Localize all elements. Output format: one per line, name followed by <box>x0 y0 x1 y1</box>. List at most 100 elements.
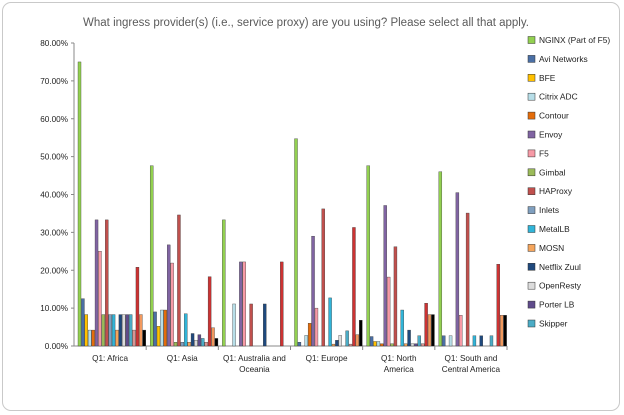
x-tick-label: Q1: North <box>381 354 417 363</box>
bar <box>424 303 428 347</box>
bar <box>352 227 356 347</box>
legend-label: Avi Networks <box>539 54 588 64</box>
bar <box>108 314 112 347</box>
y-tick-label: 10.00% <box>40 304 68 313</box>
legend-swatch <box>527 244 536 252</box>
legend-swatch <box>527 149 536 158</box>
y-tick-label: 70.00% <box>40 77 68 86</box>
bar <box>390 343 394 347</box>
legend-swatch <box>527 130 536 139</box>
bar <box>167 244 171 347</box>
y-tick-label: 30.00% <box>40 228 68 237</box>
bar <box>84 314 88 347</box>
bar <box>472 335 477 347</box>
bar <box>118 314 123 347</box>
bar <box>359 320 363 347</box>
bar <box>407 329 411 347</box>
bar <box>442 335 446 347</box>
y-tick-label: 50.00% <box>40 153 68 162</box>
bar <box>393 246 398 347</box>
bar <box>431 314 435 347</box>
bar <box>311 235 315 347</box>
bar <box>160 309 164 347</box>
bar <box>280 261 284 347</box>
bar <box>125 314 129 347</box>
bar <box>263 303 267 347</box>
bar <box>400 309 404 347</box>
legend-swatch <box>527 168 536 177</box>
bar <box>383 205 387 347</box>
bar <box>163 309 167 347</box>
legend-swatch <box>527 206 536 214</box>
bar <box>232 303 236 347</box>
bar <box>142 329 146 347</box>
y-tick-label: 0.00% <box>45 342 68 351</box>
x-tick-label: America <box>384 365 414 374</box>
bar <box>101 314 106 347</box>
legend-swatch <box>527 74 536 82</box>
legend-label: F5 <box>539 148 549 158</box>
y-tick-label: 60.00% <box>40 115 68 124</box>
x-tick-label: Q1: Australia and <box>223 354 286 363</box>
bar <box>500 315 504 347</box>
bar <box>111 314 116 347</box>
bar <box>170 262 174 347</box>
legend-label: MOSN <box>539 243 564 253</box>
bar <box>214 338 219 347</box>
bar <box>345 330 349 347</box>
chart-title: What ingress provider(s) (i.e., service … <box>83 17 529 29</box>
bar <box>328 297 332 347</box>
bar <box>153 311 157 347</box>
bar <box>184 313 188 347</box>
bar <box>88 329 92 347</box>
legend-label: BFE <box>539 73 556 83</box>
bar <box>222 219 226 347</box>
legend-label: NGINX (Part of F5) <box>539 35 610 45</box>
bar <box>369 336 374 347</box>
legend-label: Citrix ADC <box>539 92 578 102</box>
legend: NGINX (Part of F5) Avi Networks BFE Citrix … <box>527 35 610 329</box>
bar <box>239 261 243 347</box>
bar <box>331 343 336 347</box>
bar <box>194 340 198 347</box>
legend-label: MetalLB <box>539 224 570 234</box>
bar <box>180 342 185 347</box>
bar <box>348 343 353 347</box>
bar <box>304 335 308 347</box>
y-tick-label: 40.00% <box>40 191 68 200</box>
bar <box>403 343 408 347</box>
legend-label: OpenResty <box>539 281 582 291</box>
legend-label: Envoy <box>539 130 563 140</box>
bar <box>414 343 418 347</box>
x-tick-label: Q1: South and <box>445 354 498 363</box>
legend-label: Netflix Zuul <box>539 262 581 272</box>
x-tick-label: Q1: Africa <box>92 354 128 363</box>
bar <box>455 192 460 347</box>
bar <box>77 61 82 347</box>
bar <box>201 338 205 347</box>
legend-label: Skipper <box>539 319 568 329</box>
bar <box>386 276 391 347</box>
bar <box>115 329 119 347</box>
bar <box>465 212 470 347</box>
bar <box>98 251 102 347</box>
legend-label: Porter LB <box>539 300 575 310</box>
bar <box>135 267 140 347</box>
bar <box>307 323 312 347</box>
bar <box>173 342 178 347</box>
bar <box>448 335 453 347</box>
bar <box>438 171 443 347</box>
legend-label: HAProxy <box>539 186 573 196</box>
legend-swatch <box>527 300 536 309</box>
x-tick-label: Q1: Europe <box>306 354 348 363</box>
bar <box>297 342 302 347</box>
legend-label: Inlets <box>539 205 559 215</box>
bar <box>149 165 154 347</box>
legend-swatch <box>527 36 536 44</box>
bar <box>211 327 215 347</box>
bar <box>489 335 494 347</box>
bar <box>139 314 143 347</box>
bar <box>122 314 126 347</box>
bar <box>417 335 421 347</box>
